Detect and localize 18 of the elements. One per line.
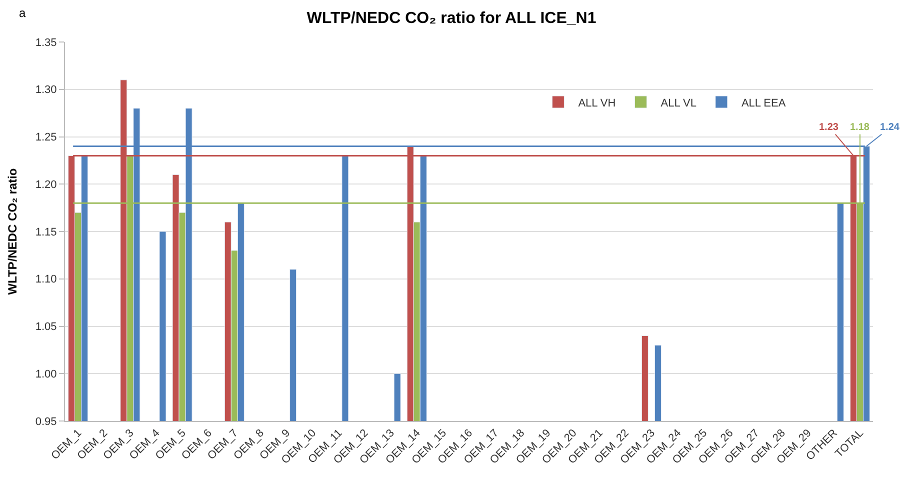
y-tick-label: 1.30	[35, 84, 57, 96]
legend-label: ALL VL	[660, 97, 696, 110]
y-tick-label: 1.20	[35, 178, 57, 191]
y-axis-title: WLTP/NEDC CO₂ ratio	[6, 168, 20, 295]
data-label: 1.23	[819, 122, 839, 133]
legend-label: ALL EEA	[741, 97, 786, 110]
y-tick-label: 1.00	[35, 368, 57, 380]
legend-label: ALL VH	[578, 97, 616, 110]
y-tick-label: 1.10	[35, 274, 57, 286]
y-tick-label: 1.35	[35, 36, 57, 49]
data-label: 1.18	[850, 122, 870, 133]
chart-title: WLTP/NEDC CO₂ ratio for ALL ICE_N1	[306, 10, 596, 28]
y-tick-label: 1.05	[35, 321, 57, 334]
y-tick-label: 1.15	[35, 226, 57, 238]
text: a	[19, 6, 26, 20]
y-tick-label: 0.95	[35, 416, 57, 428]
data-label: 1.24	[880, 122, 900, 133]
y-tick-label: 1.25	[35, 132, 57, 144]
